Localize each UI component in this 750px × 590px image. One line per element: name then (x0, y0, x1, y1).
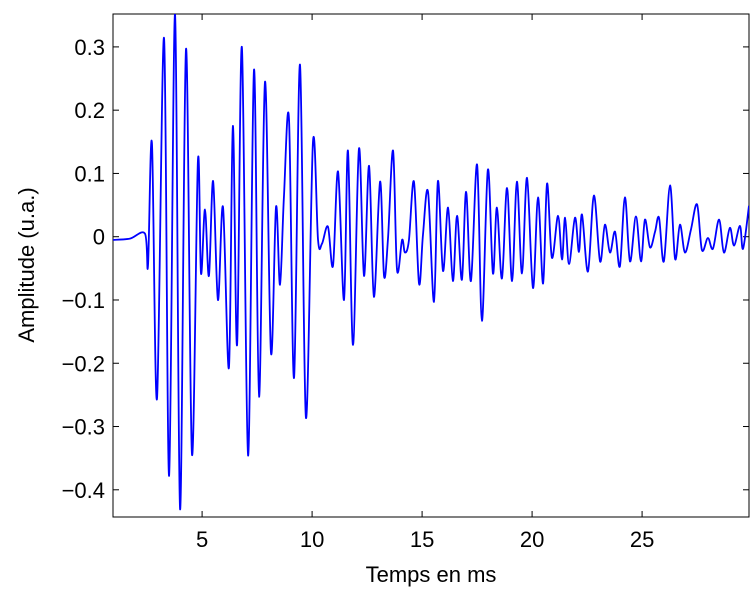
y-tick-label: 0.2 (74, 98, 105, 123)
x-axis-label: Temps en ms (366, 562, 497, 587)
y-tick-label: −0.4 (62, 478, 105, 503)
x-tick-label: 10 (300, 527, 324, 552)
y-tick-label: 0.1 (74, 161, 105, 186)
x-tick-label: 5 (196, 527, 208, 552)
x-tick-label: 20 (520, 527, 544, 552)
y-tick-label: −0.1 (62, 288, 105, 313)
y-tick-label: −0.3 (62, 415, 105, 440)
x-tick-label: 25 (630, 527, 654, 552)
y-tick-label: −0.2 (62, 351, 105, 376)
y-axis-label: Amplitude (u.a.) (14, 187, 39, 342)
x-tick-label: 15 (410, 527, 434, 552)
signal-line (113, 14, 749, 511)
y-tick-label: 0.3 (74, 35, 105, 60)
y-tick-label: 0 (93, 225, 105, 250)
